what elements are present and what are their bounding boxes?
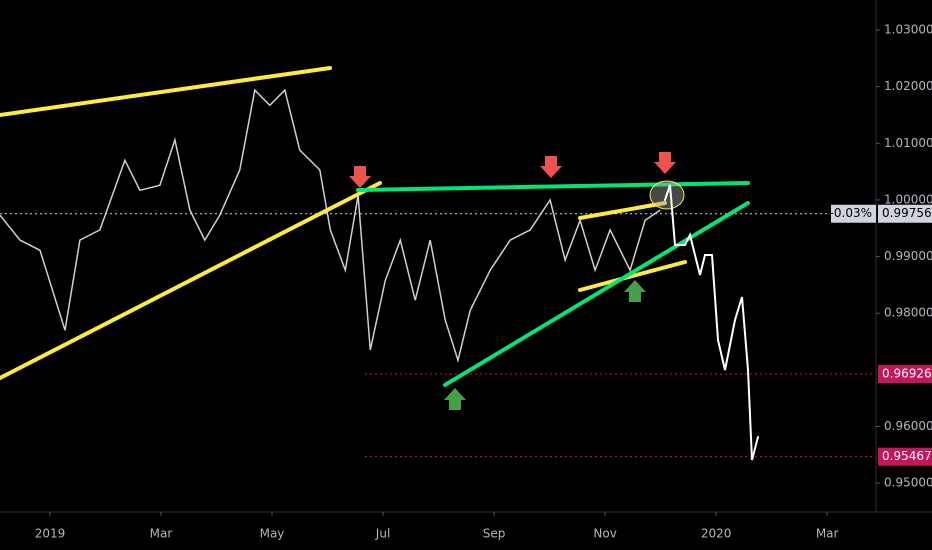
trendline <box>578 201 667 220</box>
y-tick-label: 0.98000 <box>884 306 932 320</box>
x-tick-label: May <box>260 527 285 541</box>
trendline <box>0 66 332 117</box>
trendline <box>578 260 687 292</box>
y-tick-label: 0.95000 <box>884 476 932 490</box>
up-arrow <box>624 280 646 302</box>
down-arrow <box>654 152 676 174</box>
y-tick-label: 1.00000 <box>884 192 932 206</box>
drawings <box>0 66 759 461</box>
x-tick-label: 2020 <box>701 527 732 541</box>
price-line <box>0 88 661 363</box>
change-tag-bg <box>831 204 876 223</box>
trendline <box>443 201 750 387</box>
price-tag-bg <box>878 447 932 466</box>
x-tick-label: Jul <box>375 527 390 541</box>
y-tick-label: 0.99000 <box>884 249 932 263</box>
x-tick-label: 2019 <box>35 527 66 541</box>
down-arrow <box>540 156 562 178</box>
change-tag: -0.03% <box>830 206 872 220</box>
price-tag: 0.96926 <box>882 367 932 381</box>
x-tick-label: Mar <box>816 527 839 541</box>
price-tag-bg <box>878 365 932 384</box>
price-tag-bg <box>878 204 932 223</box>
price-tag: 0.99756 <box>882 206 932 220</box>
y-tick-label: 1.03000 <box>884 23 932 37</box>
x-tick-label: Mar <box>150 527 173 541</box>
x-tick-label: Sep <box>483 527 506 541</box>
y-tick-label: 1.02000 <box>884 79 932 93</box>
x-tick-label: Nov <box>593 527 616 541</box>
y-tick-label: 1.01000 <box>884 136 932 150</box>
trendline <box>356 181 750 192</box>
y-tick-label: 0.96000 <box>884 419 932 433</box>
down-arrow <box>349 166 371 188</box>
projection-path <box>664 184 759 461</box>
price-tag: 0.95467 <box>882 449 932 463</box>
up-arrow <box>444 388 466 410</box>
trendline <box>0 181 382 380</box>
